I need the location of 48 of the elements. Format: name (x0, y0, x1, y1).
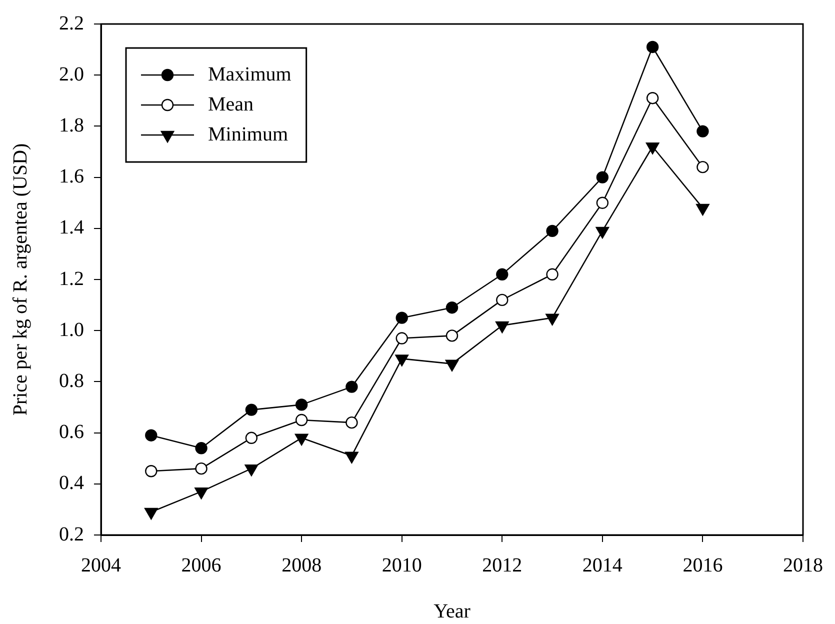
point (646, 92, 659, 104)
y-tick-label: 1.4 (59, 216, 84, 239)
point (396, 332, 408, 344)
y-tick-label: 1.0 (59, 318, 84, 341)
point (696, 125, 709, 138)
legend-label: Minimum (208, 123, 288, 146)
point (195, 442, 208, 454)
point (245, 432, 258, 444)
point (546, 224, 558, 238)
x-tick-label: 2012 (482, 554, 522, 576)
point (145, 429, 158, 442)
x-tick-label: 2004 (81, 554, 121, 576)
point (596, 196, 609, 209)
point (346, 416, 358, 429)
x-tick-label: 2018 (783, 554, 823, 576)
y-tick-label: 0.2 (59, 523, 84, 546)
x-tick-label: 2008 (282, 554, 322, 576)
y-tick-label: 2.2 (59, 12, 84, 34)
y-tick-label: 0.6 (59, 421, 84, 444)
x-axis-title: Year (434, 600, 471, 622)
point (546, 268, 558, 280)
y-tick-label: 1.2 (59, 268, 84, 290)
x-tick-label: 2016 (682, 554, 723, 576)
point (496, 268, 508, 280)
y-tick-label: 0.8 (59, 370, 84, 392)
x-tick-label: 2010 (382, 554, 422, 576)
x-tick-label: 2014 (582, 554, 622, 576)
point (496, 294, 508, 306)
y-tick-label: 1.6 (59, 166, 84, 188)
point (646, 40, 659, 54)
point (446, 330, 458, 342)
point (696, 160, 709, 174)
x-tick-label: 2006 (181, 554, 222, 576)
point (295, 398, 308, 411)
legend-label: Maximum (208, 63, 292, 86)
point (596, 171, 609, 184)
y-tick-label: 2.0 (59, 63, 84, 86)
point (145, 465, 158, 478)
y-axis-title: Price per kg of R. argentea (USD) (9, 143, 32, 416)
point (396, 312, 408, 324)
point (446, 302, 458, 314)
y-tick-label: 1.8 (59, 114, 84, 136)
y-tick-label: 0.4 (59, 472, 84, 494)
point (346, 380, 358, 393)
point (295, 414, 308, 426)
point (245, 404, 258, 416)
legend-label: Mean (208, 93, 254, 116)
point (195, 462, 208, 475)
